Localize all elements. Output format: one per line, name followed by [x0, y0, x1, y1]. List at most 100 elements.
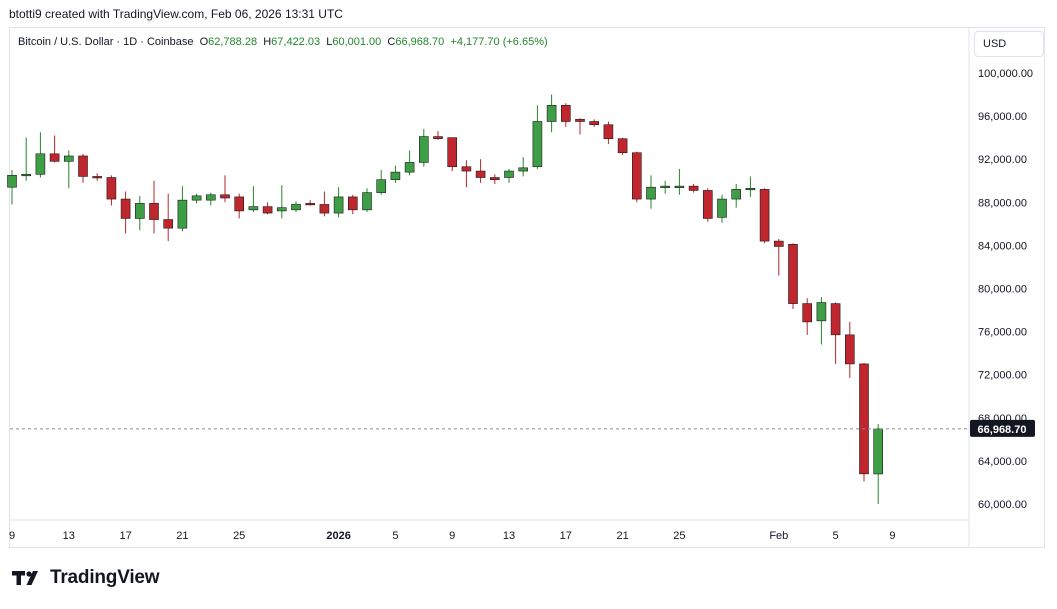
candle-down[interactable] [106, 175, 117, 206]
candle-down[interactable] [120, 191, 131, 234]
candle-down[interactable] [163, 193, 173, 242]
y-tick-label: 72,000.00 [978, 370, 1027, 382]
candle-body [305, 203, 316, 206]
last-price-label: 66,968.70 [978, 424, 1027, 436]
candle-down[interactable] [575, 118, 585, 135]
y-tick-label: 60,000.00 [978, 499, 1027, 511]
candle-up[interactable] [390, 165, 401, 183]
candle-down[interactable] [234, 193, 244, 219]
candle-up[interactable] [64, 150, 74, 189]
candle-body [163, 219, 173, 229]
x-tick-label: 9 [449, 530, 455, 542]
candle-down[interactable] [262, 202, 273, 215]
candle-up[interactable] [745, 176, 756, 197]
candle-down[interactable] [461, 160, 472, 188]
candle-body [688, 185, 699, 191]
candle-up[interactable] [177, 186, 188, 232]
x-tick-label: 17 [119, 530, 131, 542]
candle-body [816, 302, 827, 322]
candle-body [759, 189, 770, 242]
candle-down[interactable] [49, 135, 60, 163]
candle-body [64, 155, 74, 162]
candle-up[interactable] [873, 424, 884, 504]
candle-up[interactable] [21, 137, 32, 181]
candle-down[interactable] [830, 302, 841, 364]
x-tick-label: 25 [233, 530, 245, 542]
candle-body [447, 137, 458, 168]
candle-up[interactable] [7, 169, 17, 205]
candle-up[interactable] [291, 201, 301, 212]
candle-up[interactable] [674, 168, 685, 195]
candle-up[interactable] [504, 168, 514, 183]
x-tick-label: 13 [63, 530, 75, 542]
candle-body [333, 196, 344, 214]
candle-down[interactable] [759, 188, 770, 244]
y-tick-label: 88,000.00 [978, 197, 1027, 209]
candle-down[interactable] [859, 362, 869, 482]
candle-down[interactable] [475, 159, 486, 183]
candle-body [248, 206, 259, 211]
candle-up[interactable] [404, 150, 415, 176]
candle-up[interactable] [276, 185, 287, 219]
axis-layer: 60,000.0064,000.0068,000.0072,000.0076,0… [9, 68, 1035, 542]
candle-body [617, 138, 628, 154]
candle-down[interactable] [489, 174, 500, 184]
candle-up[interactable] [660, 180, 671, 194]
candle-body [731, 189, 742, 200]
candle-up[interactable] [418, 129, 429, 167]
candle-down[interactable] [802, 298, 813, 335]
legend-close-value: 66,968.70 [395, 36, 445, 48]
candle-body [859, 363, 869, 475]
candle-up[interactable] [731, 183, 742, 208]
candle-down[interactable] [319, 191, 330, 217]
candle-down[interactable] [688, 183, 699, 193]
candle-up[interactable] [518, 157, 529, 177]
candle-body [206, 194, 216, 201]
currency-button[interactable]: USD [974, 31, 1044, 57]
candle-body [234, 196, 244, 212]
candle-up[interactable] [646, 175, 656, 209]
x-tick-label: 9 [889, 530, 895, 542]
candle-up[interactable] [333, 187, 344, 218]
candle-down[interactable] [347, 194, 358, 215]
candle-down[interactable] [305, 200, 316, 206]
candle-down[interactable] [149, 180, 159, 234]
candle-down[interactable] [617, 137, 628, 155]
candle-body [35, 153, 46, 175]
candle-up[interactable] [248, 186, 259, 212]
candle-body [135, 203, 145, 219]
candle-down[interactable] [844, 321, 855, 378]
candle-down[interactable] [603, 121, 614, 145]
candle-down[interactable] [92, 173, 102, 181]
candle-down[interactable] [773, 238, 784, 276]
legend-open-label: O [199, 36, 209, 48]
candle-up[interactable] [546, 94, 557, 133]
candle-down[interactable] [788, 243, 798, 309]
candle-up[interactable] [35, 132, 46, 178]
candle-down[interactable] [447, 137, 458, 172]
candle-down[interactable] [433, 131, 443, 140]
candle-body [362, 192, 372, 211]
candle-body [319, 204, 330, 214]
candle-down[interactable] [631, 151, 642, 203]
chart-frame [9, 27, 1045, 548]
tradingview-logo-icon [12, 571, 38, 585]
candle-up[interactable] [135, 195, 145, 231]
candle-up[interactable] [362, 188, 372, 212]
candle-down[interactable] [560, 103, 571, 127]
candle-up[interactable] [376, 169, 387, 195]
candle-body [461, 166, 472, 172]
candle-up[interactable] [532, 105, 543, 169]
candle-down[interactable] [589, 119, 600, 127]
candle-down[interactable] [78, 153, 88, 183]
candle-up[interactable] [191, 193, 202, 204]
candle-up[interactable] [206, 192, 216, 206]
candle-up[interactable] [717, 194, 727, 223]
candle-body [291, 204, 301, 211]
candle-up[interactable] [816, 297, 827, 345]
candle-down[interactable] [220, 175, 230, 203]
candle-down[interactable] [702, 188, 713, 222]
candle-body [844, 334, 855, 365]
y-tick-label: 64,000.00 [978, 456, 1027, 468]
